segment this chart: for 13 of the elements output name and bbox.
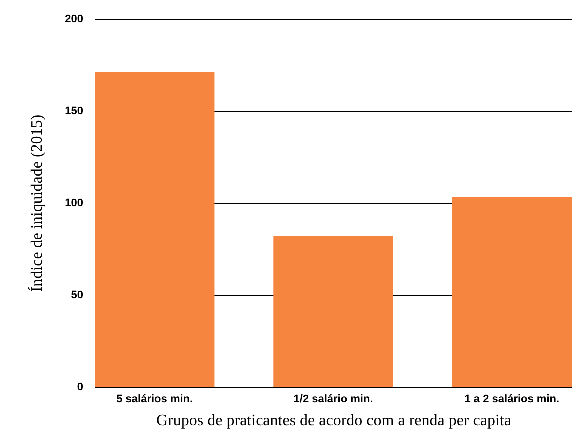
x-axis-title: Grupos de praticantes de acordo com a renda per capita	[156, 412, 512, 430]
bar	[95, 72, 215, 387]
bar	[274, 236, 394, 387]
x-tick-label: 1/2 salário min.	[294, 394, 374, 406]
y-tick-label: 50	[71, 290, 84, 302]
x-tick-label: 5 salários min.	[116, 394, 194, 406]
y-axis-title: Índice de iniquidade (2015)	[28, 114, 46, 292]
y-tick-label: 0	[77, 382, 84, 394]
y-tick-label: 100	[65, 198, 84, 210]
bar	[452, 197, 572, 387]
y-tick-label: 150	[65, 106, 84, 118]
x-tick-label: 1 a 2 salários min.	[464, 394, 560, 406]
y-tick-label: 200	[65, 14, 84, 26]
